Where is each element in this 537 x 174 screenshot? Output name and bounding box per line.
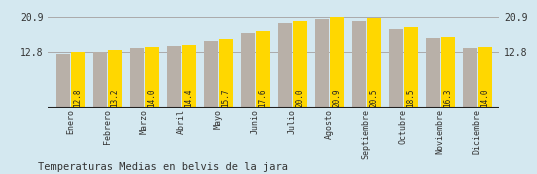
- Bar: [293, 21, 307, 108]
- Bar: [130, 48, 144, 108]
- Text: 18.5: 18.5: [406, 88, 415, 106]
- Bar: [330, 17, 344, 108]
- Bar: [426, 38, 440, 108]
- Bar: [256, 31, 270, 108]
- Bar: [219, 39, 233, 108]
- Text: 20.0: 20.0: [295, 88, 304, 106]
- Text: 14.4: 14.4: [184, 88, 193, 106]
- Bar: [182, 45, 196, 108]
- Bar: [108, 50, 122, 108]
- Bar: [441, 37, 455, 108]
- Text: 20.9: 20.9: [332, 88, 341, 106]
- Bar: [278, 23, 292, 108]
- Bar: [93, 52, 107, 108]
- Text: 16.3: 16.3: [443, 88, 452, 106]
- Bar: [71, 52, 85, 108]
- Text: Temperaturas Medias en belvis de la jara: Temperaturas Medias en belvis de la jara: [38, 162, 288, 172]
- Text: 13.2: 13.2: [111, 88, 119, 106]
- Bar: [56, 54, 70, 108]
- Bar: [367, 18, 381, 108]
- Text: 12.8: 12.8: [74, 88, 82, 106]
- Bar: [167, 46, 181, 108]
- Text: 14.0: 14.0: [147, 88, 156, 106]
- Bar: [241, 33, 255, 108]
- Bar: [477, 47, 492, 108]
- Bar: [352, 21, 366, 108]
- Text: 14.0: 14.0: [480, 88, 489, 106]
- Text: 17.6: 17.6: [258, 88, 267, 106]
- Text: 15.7: 15.7: [221, 88, 230, 106]
- Bar: [463, 48, 477, 108]
- Bar: [389, 29, 403, 108]
- Bar: [404, 27, 418, 108]
- Text: 20.5: 20.5: [369, 88, 378, 106]
- Bar: [315, 19, 329, 108]
- Bar: [145, 47, 159, 108]
- Bar: [204, 41, 218, 108]
